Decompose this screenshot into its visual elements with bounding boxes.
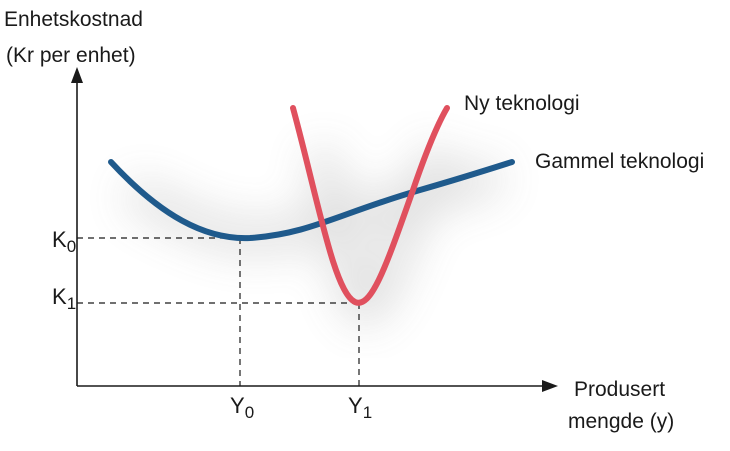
new-technology-label: Ny teknologi xyxy=(464,92,580,115)
x-axis-title: Produsert mengde (y) xyxy=(568,378,674,433)
k1-tick-label: K1 xyxy=(52,284,76,313)
y-axis-arrow xyxy=(71,67,83,83)
curve-shadow xyxy=(122,143,505,328)
old-technology-curve xyxy=(108,159,515,242)
k0-tick-label: K0 xyxy=(52,227,76,256)
new-technology-curve xyxy=(290,105,450,306)
old-technology-label: Gammel teknologi xyxy=(535,150,704,173)
y1-tick-label: Y1 xyxy=(348,393,372,422)
x-axis-arrow xyxy=(542,380,558,392)
y-axis-title: Enhetskostnad (Kr per enhet) xyxy=(4,8,149,67)
y0-tick-label: Y0 xyxy=(230,393,254,422)
